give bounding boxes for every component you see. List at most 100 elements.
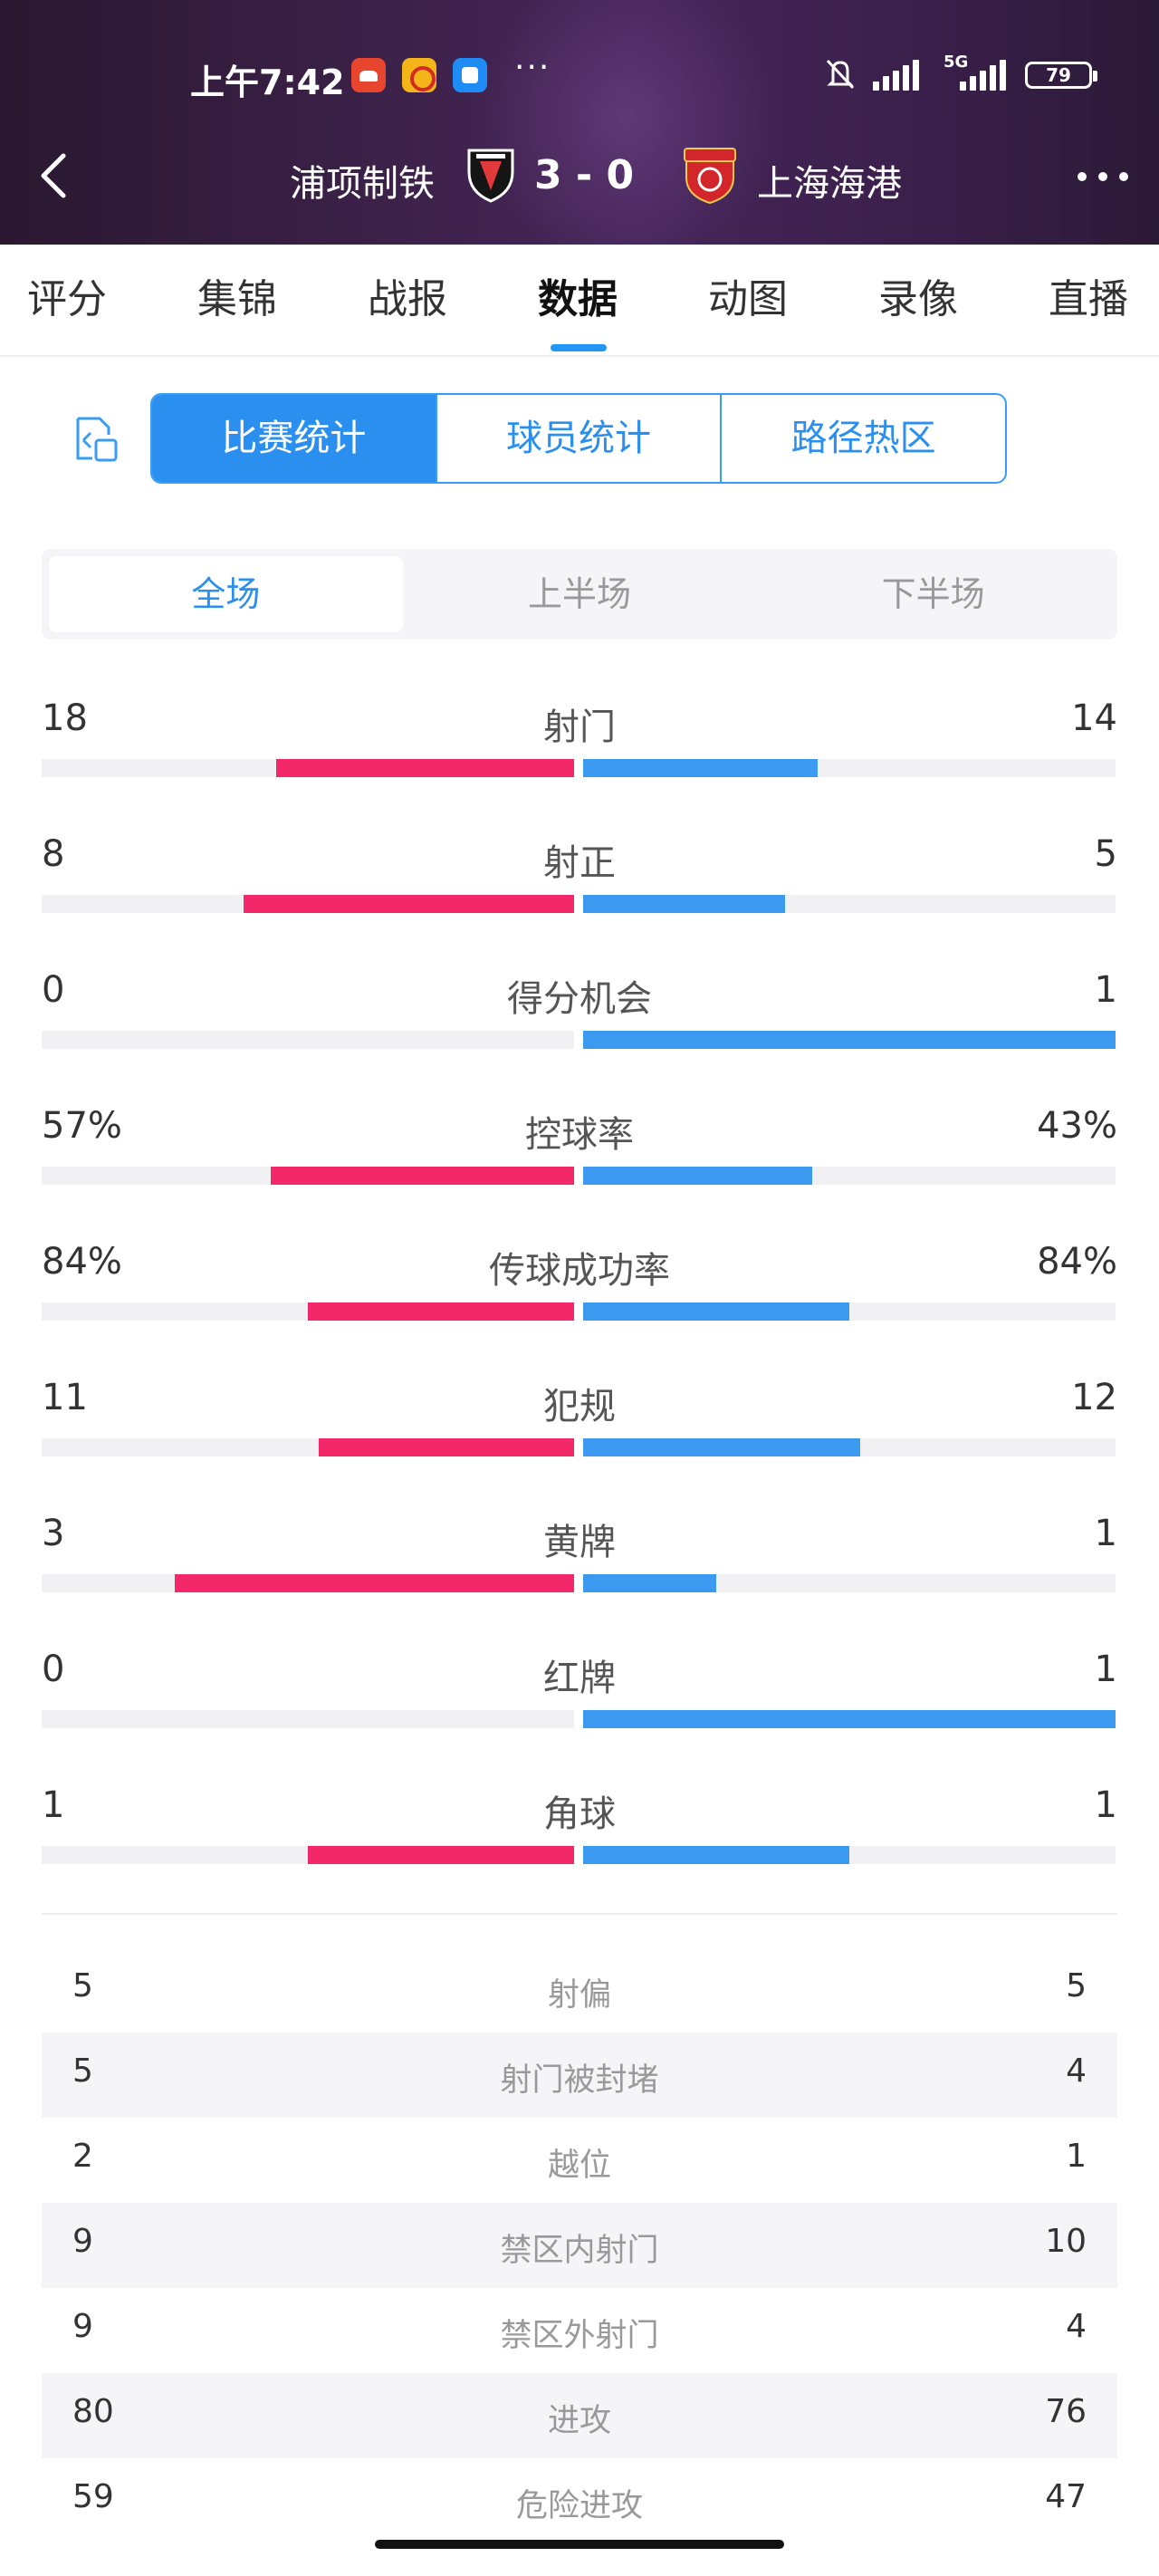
match-tabs: 评分 集锦 战报 数据 动图 录像 直播 [0,245,1159,357]
tab-gifs[interactable]: 动图 [708,276,788,322]
away-value: 12 [1071,1377,1117,1418]
period-first-half[interactable]: 上半场 [528,574,632,614]
away-bar-track [583,1438,1116,1456]
home-value: 5 [72,2052,93,2090]
away-bar [583,895,785,913]
mute-icon [826,59,855,90]
stat-row: 57% 控球率 43% [42,1105,1117,1214]
stat-name: 黄牌 [543,1522,616,1563]
stat-name: 禁区内射门 [500,2233,659,2269]
period-switch: 全场 上半场 下半场 [42,549,1117,639]
more-menu-icon[interactable] [1074,159,1132,192]
away-bar-track [583,1302,1116,1321]
away-bar [583,1438,860,1456]
home-value: 5 [72,1967,93,2004]
tab-replay[interactable]: 录像 [878,276,958,322]
home-bar-track [42,1167,574,1185]
tab-highlights[interactable]: 集锦 [197,276,277,322]
active-tab-indicator [551,344,607,351]
away-value: 5 [1066,1967,1087,2004]
home-team-crest-icon[interactable] [464,145,518,205]
tab-data[interactable]: 数据 [538,276,618,322]
match-header: 上午7:42 ··· 5G 79 [0,0,1159,245]
away-value: 1 [1094,1784,1117,1826]
away-bar [583,1167,812,1185]
away-bar [583,1574,716,1592]
more-notifications-icon: ··· [514,49,551,86]
home-value: 57% [42,1105,122,1147]
notification-app-icon [351,58,386,92]
section-divider [42,1913,1117,1915]
network-type: 5G [943,53,969,72]
away-bar [583,1031,1116,1049]
home-bar-track [42,759,574,777]
period-second-half[interactable]: 下半场 [881,574,985,614]
share-icon[interactable] [69,413,123,467]
tab-report[interactable]: 战报 [368,276,447,322]
away-value: 4 [1066,2308,1087,2345]
away-value: 10 [1045,2223,1087,2260]
stat-row: 0 得分机会 1 [42,969,1117,1078]
home-value: 11 [42,1377,88,1418]
stat-name: 控球率 [525,1114,634,1156]
stat-name: 得分机会 [507,978,652,1020]
away-bar [583,1710,1116,1728]
away-bar [583,759,818,777]
list-item: 5 射偏 5 [42,1947,1117,2033]
signal-icon [873,58,920,91]
home-bar [244,895,574,913]
home-bar [319,1438,574,1456]
match-score: 3 - 0 [534,152,635,198]
away-value: 84% [1037,1241,1117,1283]
home-value: 59 [72,2478,114,2515]
stat-name: 射正 [543,842,616,884]
home-bar-track [42,895,574,913]
back-arrow-icon[interactable] [31,150,81,201]
home-bar-track [42,1710,574,1728]
stat-name: 射门 [543,706,616,748]
list-item: 5 射门被封堵 4 [42,2033,1117,2118]
home-value: 2 [72,2138,93,2175]
away-bar [583,1302,849,1321]
segment-heatmap[interactable]: 路径热区 [790,418,936,459]
battery-level: 79 [1046,64,1071,86]
away-team-name[interactable]: 上海海港 [757,163,902,205]
segment-match-stats[interactable]: 比赛统计 [152,395,437,482]
stat-name: 犯规 [543,1386,616,1427]
tab-rating[interactable]: 评分 [27,276,107,322]
stat-row: 84% 传球成功率 84% [42,1241,1117,1350]
stat-name: 危险进攻 [515,2488,643,2524]
home-value: 1 [42,1784,65,1826]
signal-icon-2 [960,58,1007,91]
away-bar-track [583,1574,1116,1592]
home-value: 0 [42,1648,65,1690]
stat-row: 8 射正 5 [42,833,1117,942]
message-app-icon [453,58,487,92]
stat-name: 角球 [543,1793,616,1835]
stat-name: 传球成功率 [489,1250,670,1292]
stat-name: 射偏 [547,1977,611,2014]
away-bar-track [583,1031,1116,1049]
list-item: 9 禁区内射门 10 [42,2203,1117,2288]
away-bar-track [583,895,1116,913]
away-value: 4 [1066,2052,1087,2090]
stat-row: 11 犯规 12 [42,1377,1117,1485]
home-indicator[interactable] [375,2540,784,2549]
home-team-name[interactable]: 浦项制铁 [290,163,435,205]
list-item: 80 进攻 76 [42,2373,1117,2458]
home-value: 9 [72,2223,93,2260]
stat-name: 红牌 [543,1658,616,1699]
home-bar [308,1302,574,1321]
segment-player-stats[interactable]: 球员统计 [437,395,723,482]
away-value: 47 [1045,2478,1087,2515]
list-item: 9 禁区外射门 4 [42,2288,1117,2373]
home-bar-track [42,1302,574,1321]
period-full-match[interactable]: 全场 [49,556,403,632]
match-nav: 浦项制铁 3 - 0 上海海港 [0,136,1159,217]
home-bar-track [42,1438,574,1456]
away-team-crest-icon[interactable] [681,145,739,205]
tab-live[interactable]: 直播 [1049,276,1128,322]
away-bar-track [583,1846,1116,1864]
away-value: 76 [1045,2393,1087,2430]
status-bar: 上午7:42 ··· 5G 79 [0,45,1159,109]
